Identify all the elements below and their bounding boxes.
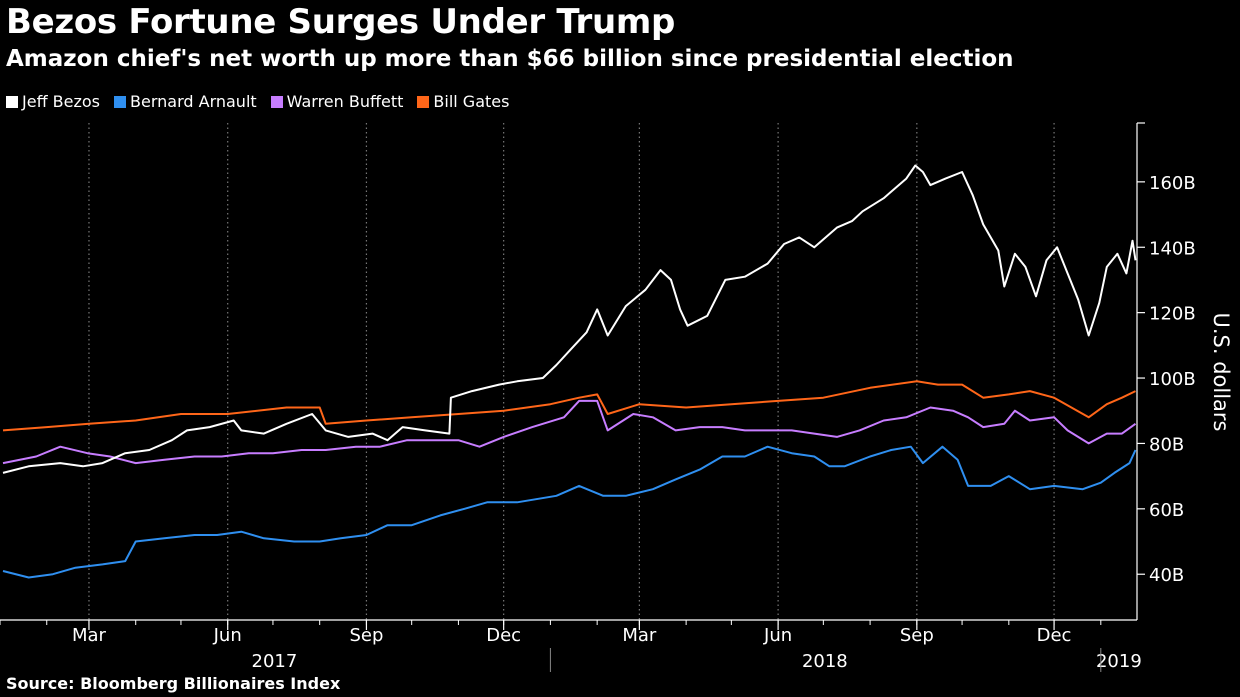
legend-label-bernard-arnault: Bernard Arnault (130, 92, 257, 111)
year-label-2017: 2017 (252, 651, 298, 672)
y-axis-title: U.S. dollars (1209, 312, 1233, 431)
y-tick-label-1: 60B (1149, 500, 1184, 521)
x-tick-label-6: Sep (900, 625, 934, 646)
x-tick-label-5: Jun (763, 625, 792, 646)
legend-swatch-bill-gates (417, 95, 430, 108)
legend-label-bill-gates: Bill Gates (433, 92, 510, 111)
x-tick-label-3: Dec (486, 625, 521, 646)
source-note: Source: Bloomberg Billionaires Index (6, 674, 341, 693)
x-tick-label-0: Mar (72, 625, 107, 646)
legend-item-bill-gates: Bill Gates (417, 92, 509, 111)
x-tick-label-7: Dec (1037, 625, 1072, 646)
y-tick-label-4: 120B (1149, 304, 1196, 325)
year-label-2018: 2018 (802, 651, 848, 672)
x-tick-label-4: Mar (622, 625, 657, 646)
legend-label-jeff-bezos: Jeff Bezos (22, 92, 101, 111)
legend-label-warren-buffett: Warren Buffett (286, 92, 404, 111)
chart-legend: Jeff Bezos Bernard Arnault Warren Buffett B… (6, 92, 509, 111)
legend-swatch-warren-buffett (270, 95, 283, 108)
legend-item-warren-buffett: Warren Buffett (270, 92, 404, 111)
y-tick-label-0: 40B (1149, 565, 1184, 586)
series-line-warren-buffett (2, 399, 1137, 465)
year-label-2019: 2019 (1096, 651, 1142, 672)
legend-item-bernard-arnault: Bernard Arnault (114, 92, 257, 111)
chart-title: Bezos Fortune Surges Under Trump (6, 2, 676, 42)
x-tick-label-1: Jun (213, 625, 242, 646)
series-line-bernard-arnault (2, 445, 1137, 579)
series-line-bill-gates (2, 380, 1136, 432)
legend-swatch-jeff-bezos (6, 95, 18, 108)
y-tick-label-5: 140B (1149, 238, 1196, 259)
series-line-jeff-bezos (2, 164, 1137, 474)
y-tick-label-2: 80B (1149, 434, 1184, 455)
chart-subtitle: Amazon chief's net worth up more than $6… (6, 46, 1014, 72)
x-tick-label-2: Sep (349, 625, 383, 646)
legend-item-jeff-bezos: Jeff Bezos (6, 92, 100, 111)
legend-swatch-bernard-arnault (114, 95, 127, 108)
y-tick-label-3: 100B (1149, 369, 1196, 390)
y-tick-label-6: 160B (1149, 173, 1196, 194)
